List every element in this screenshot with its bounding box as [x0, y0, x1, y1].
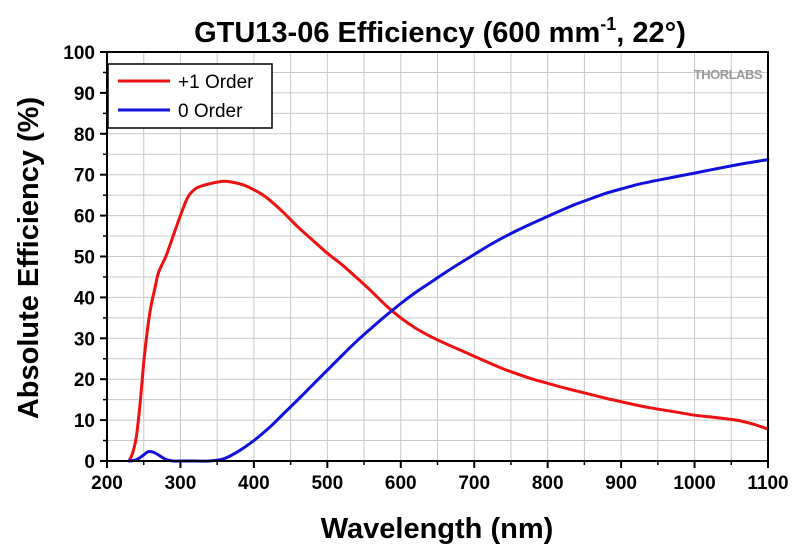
series-line-zero-order — [127, 158, 770, 463]
x-tick-label: 500 — [311, 473, 343, 494]
y-tick-label: 30 — [74, 329, 95, 350]
legend-box — [107, 63, 273, 129]
legend: +1 Order 0 Order — [107, 63, 273, 129]
legend-label-plus-one-order: +1 Order — [178, 72, 254, 93]
axis-ticks — [100, 51, 769, 468]
x-tick-label: 700 — [458, 473, 490, 494]
y-tick-label: 10 — [74, 411, 95, 432]
thorlabs-watermark: THORLABS — [694, 67, 763, 82]
y-tick-label: 40 — [74, 288, 95, 309]
chart-title-main: GTU13-06 Efficiency (600 mm — [194, 17, 600, 49]
x-tick-label: 900 — [605, 473, 637, 494]
x-tick-label: 400 — [238, 473, 270, 494]
y-tick-label: 90 — [74, 84, 95, 105]
x-tick-label: 200 — [91, 473, 123, 494]
y-tick-label: 100 — [63, 43, 95, 64]
y-tick-label: 20 — [74, 370, 95, 391]
chart-title-superscript: -1 — [600, 14, 616, 34]
x-tick-label: 600 — [385, 473, 417, 494]
x-tick-label: 1100 — [747, 473, 788, 494]
x-tick-label: 300 — [165, 473, 197, 494]
y-tick-label: 50 — [74, 248, 95, 269]
y-tick-label: 80 — [74, 125, 95, 146]
x-tick-label: 800 — [532, 473, 564, 494]
legend-label-zero-order: 0 Order — [178, 101, 243, 122]
y-tick-label: 0 — [84, 452, 95, 473]
x-tick-labels: 200 300 400 500 600 700 800 900 1000 1100 — [91, 473, 788, 494]
x-tick-label: 1000 — [673, 473, 715, 494]
series-line-plus-one-order — [127, 179, 770, 463]
y-axis-label: Absolute Efficiency (%) — [13, 97, 45, 419]
x-axis-label: Wavelength (nm) — [321, 513, 554, 545]
y-tick-label: 70 — [74, 166, 95, 187]
y-tick-labels: 0 10 20 30 40 50 60 70 80 90 100 — [63, 43, 95, 473]
chart-title-suffix: , 22°) — [616, 17, 686, 49]
chart-title: GTU13-06 Efficiency (600 mm-1, 22°) — [194, 14, 686, 49]
series-lines — [127, 158, 770, 463]
grid — [107, 52, 768, 461]
y-tick-label: 60 — [74, 207, 95, 228]
